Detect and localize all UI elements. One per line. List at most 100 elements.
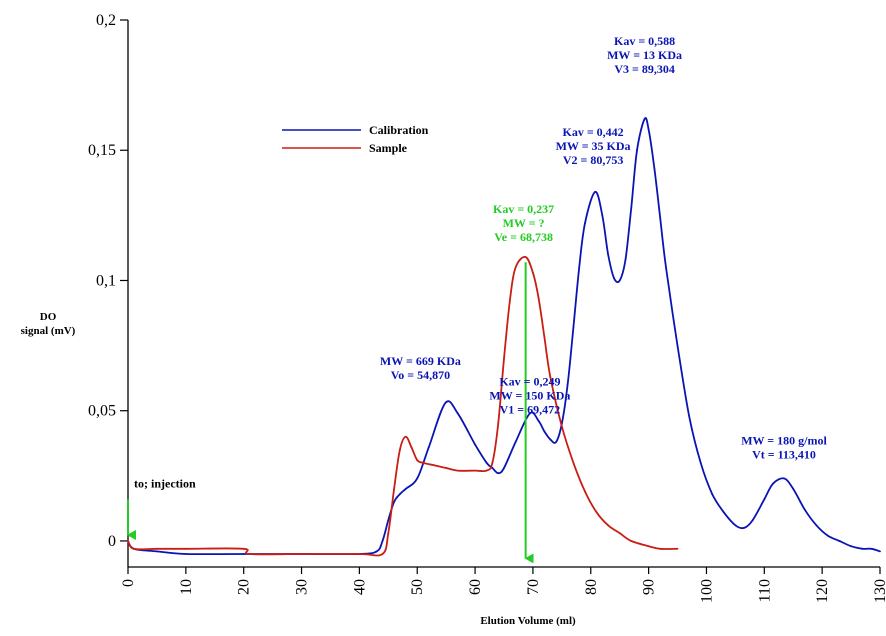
annotation-text: MW = ? <box>503 216 545 230</box>
data-point-sample <box>537 297 540 300</box>
data-point-sample <box>618 532 621 534</box>
x-tick-label: 120 <box>814 579 831 603</box>
y-tick-label: 0,1 <box>96 272 116 289</box>
data-point-calibration <box>485 461 488 464</box>
data-point-calibration <box>393 501 395 503</box>
data-point-calibration <box>676 344 679 347</box>
data-point-sample <box>584 490 586 493</box>
data-point-calibration <box>399 493 401 495</box>
data-point-calibration <box>375 550 378 553</box>
data-point-sample <box>508 300 511 303</box>
series-layer <box>127 117 881 557</box>
annotation-text: MW = 150 KDa <box>489 388 570 402</box>
data-point-sample <box>242 547 245 550</box>
annotation-text: MW = 35 KDa <box>556 139 631 153</box>
data-point-calibration <box>665 266 667 269</box>
data-point-sample <box>248 553 251 555</box>
x-tick-label: 110 <box>756 579 773 602</box>
annotation-text: Kav = 0,588 <box>614 34 675 48</box>
data-point-calibration <box>647 128 650 131</box>
y-axis-title-line-2: signal (mV) <box>21 325 76 337</box>
data-point-calibration <box>861 547 864 550</box>
data-point-calibration <box>815 524 818 527</box>
x-tick-label: 90 <box>641 579 658 595</box>
data-point-calibration <box>578 266 581 269</box>
data-point-calibration <box>850 545 852 548</box>
data-point-sample <box>659 547 662 550</box>
data-point-calibration <box>879 550 881 553</box>
data-point-calibration <box>711 493 714 495</box>
data-point-sample <box>393 488 395 490</box>
y-axis-title-line-1: DO <box>40 311 57 323</box>
data-point-sample <box>595 511 598 514</box>
data-point-sample <box>399 448 401 451</box>
data-point-calibration <box>514 441 517 443</box>
annotation-text: V1 = 69,472 <box>500 402 561 416</box>
annotation-text: MW = 669 KDa <box>380 354 461 368</box>
data-point-calibration <box>688 415 690 417</box>
data-point-sample <box>422 461 424 464</box>
series-line-sample <box>127 256 678 557</box>
data-point-sample <box>127 540 129 542</box>
x-tick-label: 70 <box>525 579 542 595</box>
data-point-calibration <box>156 550 158 553</box>
data-point-calibration <box>584 222 586 225</box>
data-point-calibration <box>792 488 795 490</box>
data-point-calibration <box>474 443 476 446</box>
annotation-text: Ve = 68,738 <box>494 230 553 244</box>
y-tick-label: 0 <box>108 533 116 550</box>
data-point-calibration <box>772 482 774 485</box>
data-point-sample <box>491 461 494 464</box>
data-point-sample <box>549 376 552 378</box>
data-point-calibration <box>734 524 737 527</box>
series-line-calibration <box>127 117 881 556</box>
data-point-calibration <box>543 430 546 433</box>
annotation-text: V3 = 89,304 <box>614 62 675 76</box>
x-tick-label: 100 <box>698 579 715 603</box>
annotation-text: MW = 180 g/mol <box>741 433 827 447</box>
data-point-sample <box>456 469 459 472</box>
data-point-calibration <box>555 441 557 443</box>
data-point-calibration <box>653 167 656 170</box>
annotation-text: V2 = 80,753 <box>563 153 624 167</box>
data-point-sample <box>503 357 505 360</box>
data-point-calibration <box>549 438 552 441</box>
data-point-sample <box>630 540 633 542</box>
data-point-sample <box>445 467 448 469</box>
data-point-calibration <box>643 118 646 120</box>
data-point-calibration <box>529 412 531 415</box>
data-point-calibration <box>613 277 615 279</box>
data-point-sample <box>404 435 407 438</box>
data-point-calibration <box>838 540 841 542</box>
y-tick-label: 0,2 <box>96 12 116 29</box>
data-point-sample <box>497 422 500 425</box>
data-point-sample <box>132 547 135 550</box>
annotation-text: Kav = 0,237 <box>493 202 554 216</box>
annotation-text: Vo = 54,870 <box>391 368 450 382</box>
data-point-calibration <box>618 279 621 282</box>
data-point-sample <box>572 461 575 464</box>
data-point-sample <box>300 553 303 555</box>
y-tick-label: 0,15 <box>88 142 116 159</box>
data-point-sample <box>156 547 158 550</box>
data-point-sample <box>485 469 488 472</box>
x-tick-label: 10 <box>178 579 195 595</box>
data-point-sample <box>647 545 650 548</box>
data-point-sample <box>560 425 563 428</box>
data-point-calibration <box>416 477 419 480</box>
data-point-calibration <box>751 519 754 521</box>
data-point-sample <box>607 524 609 527</box>
data-point-calibration <box>699 461 702 464</box>
axis-ticks: 0 10 20 30 40 50 60 70 80 90 100 110 120 130 0 0,05 0,1 0… <box>88 12 886 603</box>
data-point-sample <box>543 336 546 339</box>
data-point-calibration <box>497 472 500 475</box>
annotation-text: to; injection <box>134 476 196 490</box>
data-point-sample <box>532 271 534 274</box>
data-point-calibration <box>624 258 627 261</box>
data-point-calibration <box>659 217 662 219</box>
x-tick-label: 20 <box>236 579 253 595</box>
data-point-sample <box>381 553 384 555</box>
data-point-calibration <box>184 553 187 555</box>
data-point-sample <box>416 459 419 462</box>
